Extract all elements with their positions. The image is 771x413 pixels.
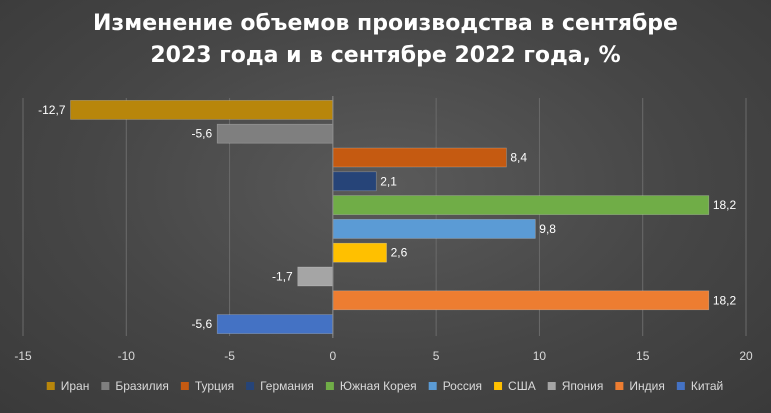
bar-8: [297, 266, 334, 287]
data-label: 2,6: [391, 246, 408, 260]
legend-label: Китай: [691, 379, 723, 393]
legend-label: США: [508, 379, 536, 393]
bar-6: [332, 219, 536, 239]
data-label: -12,7: [38, 103, 66, 117]
bar-1: [70, 100, 334, 120]
data-label: -5,6: [191, 127, 212, 141]
legend-label: Бразилия: [115, 379, 169, 393]
legend-swatch: [101, 382, 110, 390]
legend-label: Япония: [562, 379, 604, 393]
data-label: 2,1: [380, 174, 397, 188]
bar-10: [216, 314, 334, 334]
x-tick-label: -10: [118, 349, 136, 363]
legend-label: Южная Корея: [340, 379, 417, 393]
bar-9: [332, 290, 710, 311]
bar-4: [332, 171, 377, 192]
x-tick-label: 5: [433, 349, 440, 363]
x-tick-label: 15: [636, 349, 650, 363]
legend-swatch: [494, 382, 503, 390]
legend-swatch: [615, 382, 624, 390]
x-tick-label: 10: [533, 349, 547, 363]
chart-title: Изменение объемов производства в сентябр…: [0, 8, 771, 72]
legend-swatch: [428, 382, 437, 390]
x-tick-label: 20: [739, 349, 753, 363]
x-tick-label: -5: [224, 349, 235, 363]
x-tick-label: 0: [330, 349, 337, 363]
legend: Иран Бразилия Турция Германия Южная Корея Рос…: [46, 379, 723, 393]
bar-3: [332, 147, 507, 168]
data-label: 18,2: [713, 293, 737, 307]
bar-7: [332, 242, 387, 263]
legend-swatch: [325, 382, 334, 390]
data-label: 8,4: [510, 151, 527, 165]
legend-label: Германия: [260, 379, 314, 393]
data-label: 18,2: [713, 198, 737, 212]
legend-swatch: [246, 382, 255, 390]
legend-label: Россия: [443, 379, 482, 393]
legend-swatch: [180, 382, 189, 390]
x-tick-label: -15: [14, 349, 32, 363]
data-label: 9,8: [539, 222, 556, 236]
bar-5: [332, 195, 710, 215]
legend-label: Турция: [195, 379, 234, 393]
bar-2: [216, 123, 334, 144]
legend-label: Индия: [629, 379, 664, 393]
chart-title-line-2: 2023 года и в сентябре 2022 года, %: [150, 43, 621, 68]
data-label: -5,6: [191, 317, 212, 331]
legend-swatch: [547, 382, 556, 390]
data-label: -1,7: [272, 270, 293, 284]
chart-title-line-1: Изменение объемов производства в сентябр…: [93, 11, 678, 36]
legend-swatch: [676, 382, 685, 390]
legend-swatch: [46, 382, 55, 390]
legend-label: Иран: [61, 379, 90, 393]
